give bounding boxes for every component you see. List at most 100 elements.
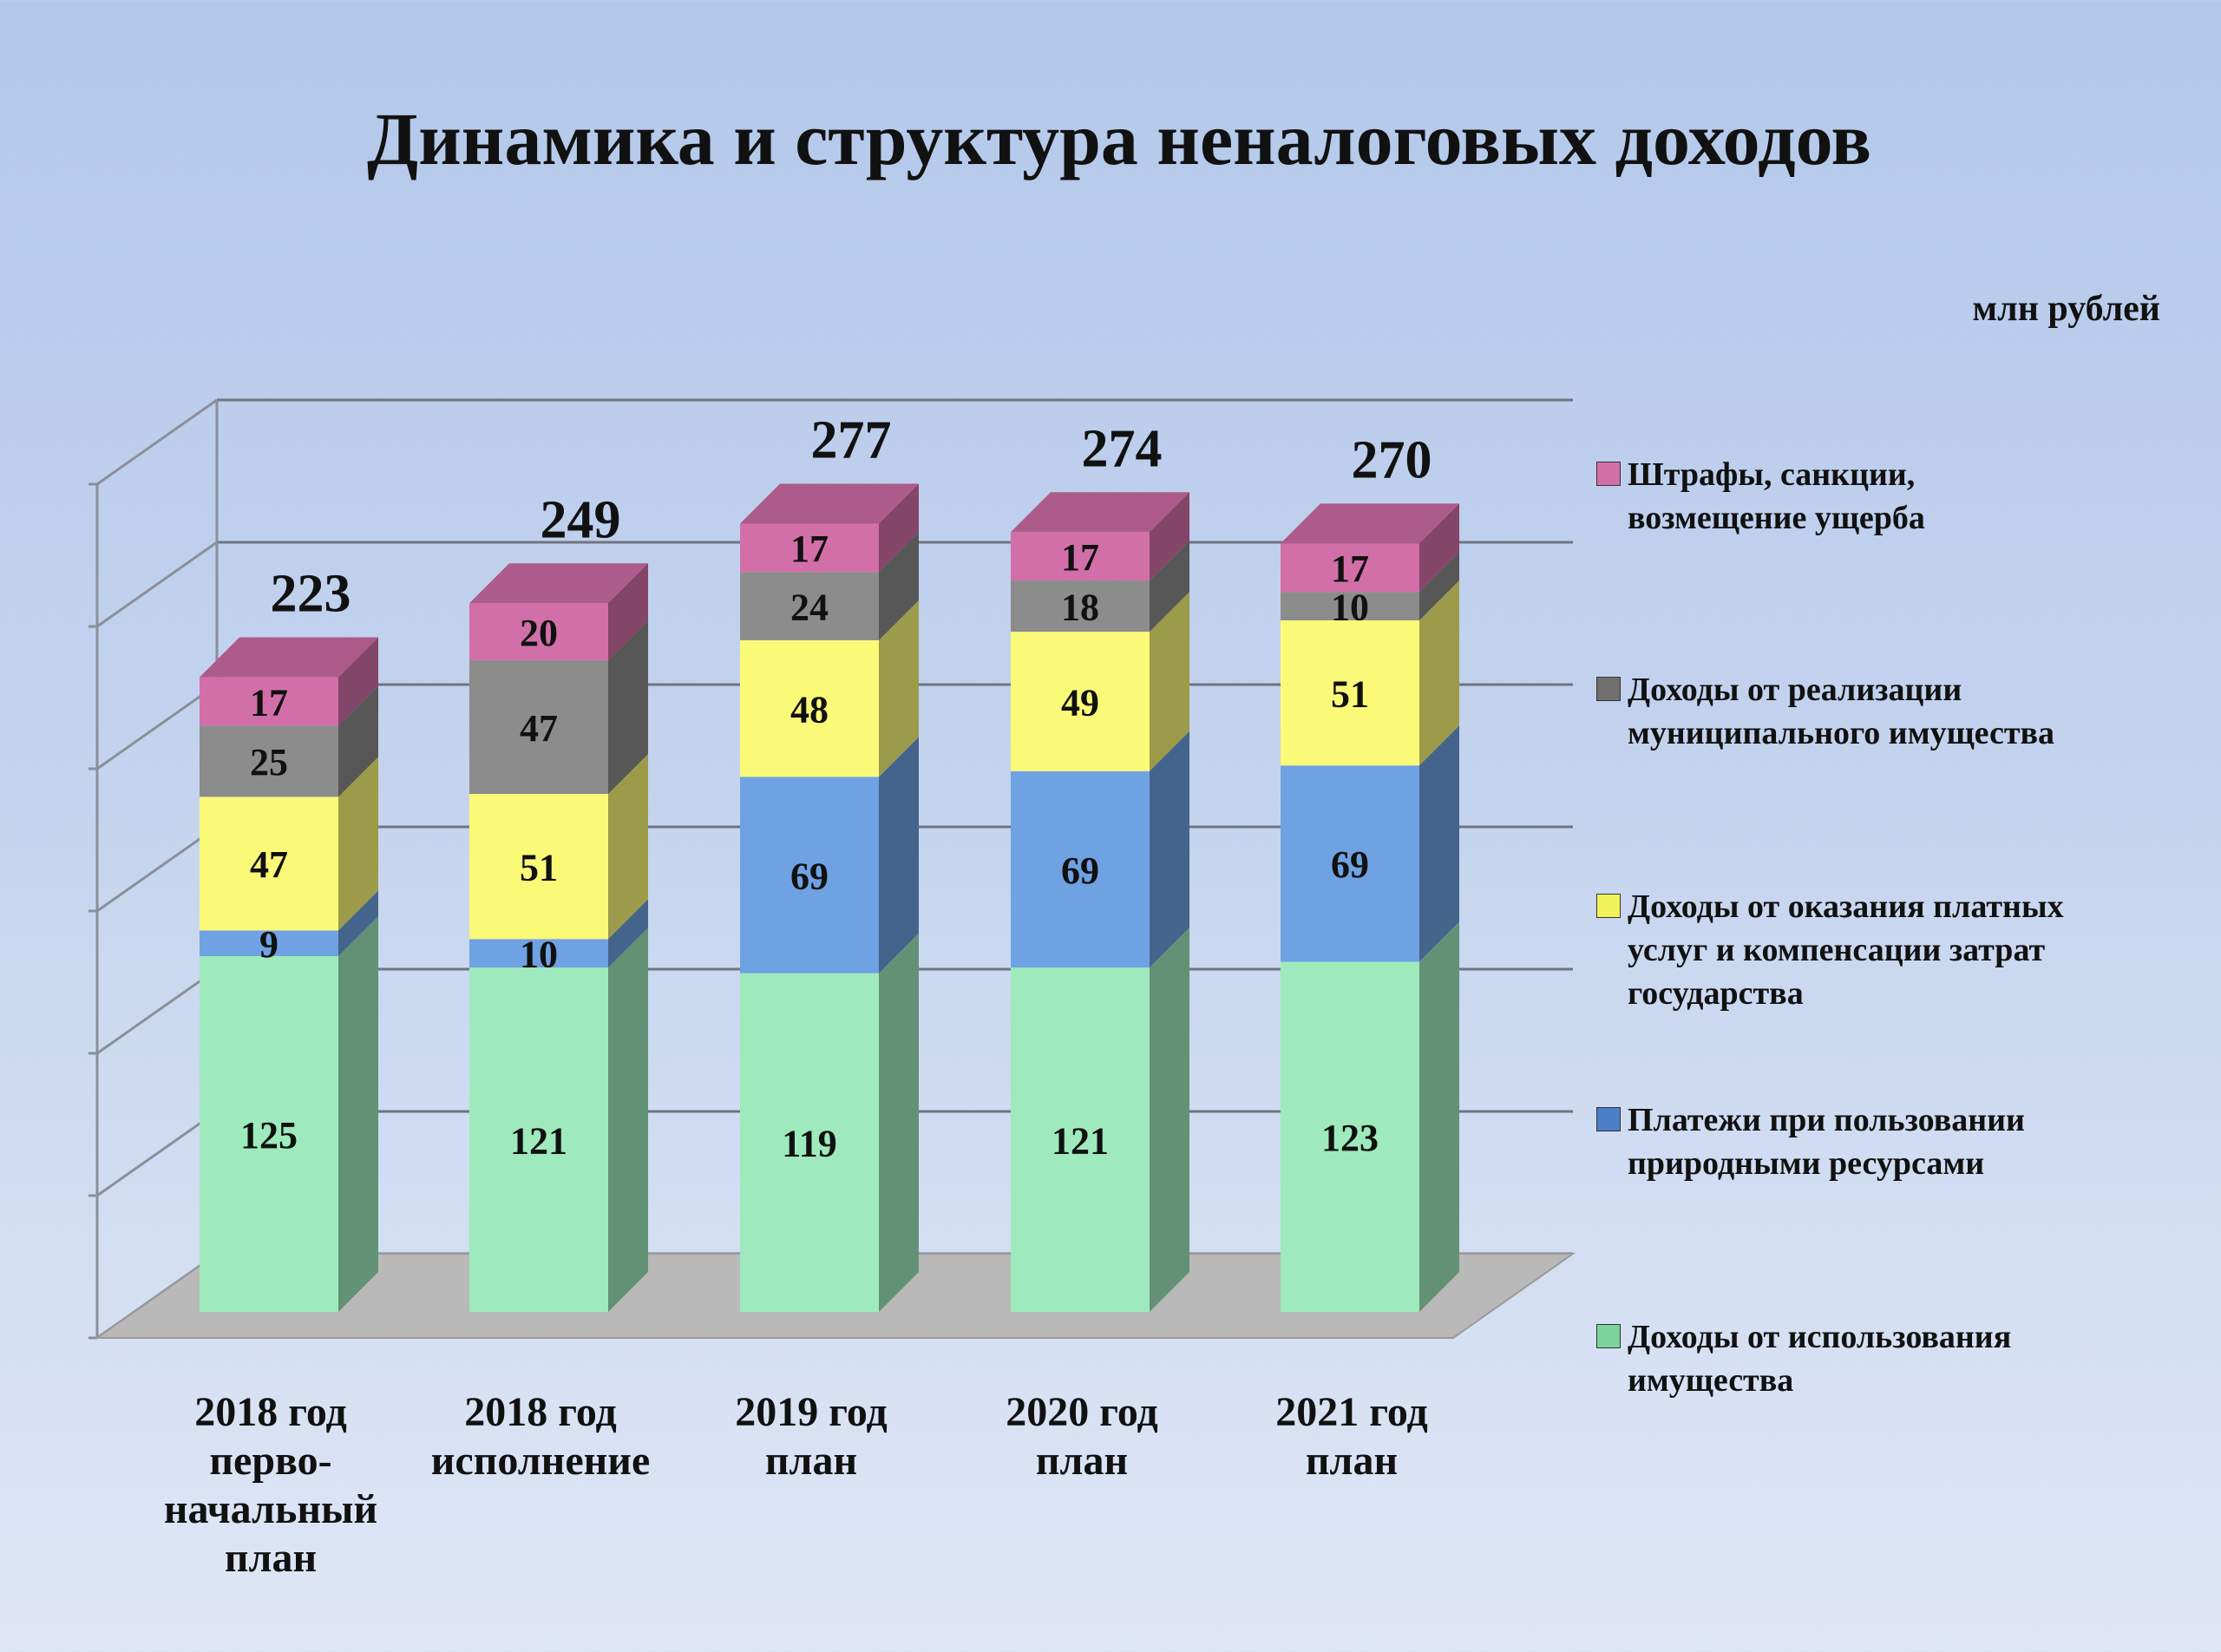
data-label: 10 [1331, 586, 1369, 628]
data-label: 24 [790, 586, 829, 628]
bar-segment-side [338, 685, 378, 797]
bar-segment-side [1419, 921, 1459, 1312]
bar-segment-side [608, 563, 648, 660]
legend-label-line: имущества [1628, 1362, 1794, 1399]
legend-swatch [1596, 462, 1621, 486]
bar-stack: 121 69 49 18 17 274 [1011, 419, 1189, 1312]
bar-segment-side [879, 600, 919, 777]
data-label: 47 [250, 843, 288, 886]
unit-label: млн рублей [1972, 289, 2160, 329]
bar-segment-side [879, 483, 919, 573]
legend-label: Доходы от оказания платных услуг и компен… [1628, 885, 2192, 1015]
data-label: 17 [790, 528, 829, 570]
legend-swatch [1596, 677, 1621, 701]
legend-label-line: возмещение ущерба [1628, 500, 1925, 536]
data-label: 125 [240, 1114, 298, 1157]
bar-segment-side [608, 620, 648, 795]
legend-label-line: природными ресурсами [1628, 1145, 1985, 1182]
bar-segment-side [1150, 592, 1189, 771]
bar-segment-side [608, 754, 648, 940]
bar-segment-side [1419, 503, 1459, 593]
data-label: 20 [520, 612, 558, 654]
bar-segment [469, 794, 608, 940]
data-label: 18 [1061, 586, 1099, 628]
legend-label-line: муниципального имущества [1628, 715, 2055, 751]
bar-segment [200, 677, 338, 726]
category-label-line: 2018 год [194, 1389, 347, 1435]
bar-segment-side [1419, 580, 1459, 766]
bar-top [1281, 503, 1459, 544]
bar-segment-side [879, 532, 919, 640]
data-label: 121 [1052, 1119, 1109, 1162]
legend-swatch [1596, 894, 1621, 918]
bar-segment [1281, 765, 1419, 962]
bar-segment [469, 939, 608, 968]
category-label-line: 2021 год [1275, 1389, 1428, 1435]
legend-label-line: Штрафы, санкции, [1628, 456, 1916, 493]
category-label-line: перво- [209, 1438, 332, 1484]
bar-segment [469, 659, 608, 795]
total-label: 274 [1082, 419, 1163, 478]
bar-segment [1011, 532, 1150, 581]
total-label: 270 [1352, 430, 1432, 489]
data-label: 121 [510, 1119, 567, 1162]
bar-segment [1011, 770, 1150, 968]
bar-segment [740, 523, 879, 573]
bar-segment [1011, 967, 1150, 1312]
gridline-side [96, 541, 218, 628]
bar-segment [740, 572, 879, 640]
bar-segment-side [338, 916, 378, 1312]
category-label: 2020 год план [934, 1388, 1229, 1485]
bar-segment-side [879, 737, 919, 974]
bar-stack: 121 10 51 47 20 249 [469, 490, 648, 1312]
bar-segment [200, 930, 338, 956]
legend-label: Доходы от использования имущества [1628, 1315, 2192, 1402]
bar-segment [740, 777, 879, 974]
legend-label: Штрафы, санкции, возмещение ущерба [1628, 453, 2192, 540]
bar-segment [1281, 592, 1419, 620]
bar-stack: 125 9 47 25 17 223 [200, 565, 378, 1312]
bar-segment [1011, 580, 1150, 633]
bar-segment [200, 956, 338, 1312]
total-label: 249 [541, 490, 621, 549]
category-label: 2019 год план [664, 1388, 959, 1485]
data-label: 49 [1061, 681, 1099, 724]
total-label: 223 [271, 565, 351, 624]
data-label: 69 [1061, 849, 1099, 892]
gridline-side [96, 683, 218, 770]
bar-segment-side [1150, 731, 1189, 968]
bar-segment [740, 639, 879, 777]
chart-title: Динамика и структура неналоговых доходов [367, 97, 1871, 180]
bar-segment-side [1419, 725, 1459, 962]
bar-segment [1281, 543, 1419, 593]
legend-label-line: Платежи при пользовании [1628, 1102, 2025, 1138]
bar-segment-side [338, 757, 378, 931]
bar-segment-side [1150, 492, 1189, 581]
legend-label-line: Доходы от оказания платных [1628, 888, 2064, 925]
bar-segment [1281, 620, 1419, 766]
data-label: 48 [790, 688, 829, 731]
gridline-side [96, 967, 218, 1055]
bar-top [469, 563, 648, 604]
bar-segment [1281, 961, 1419, 1312]
data-label: 123 [1321, 1117, 1379, 1159]
category-label-line: 2019 год [735, 1389, 888, 1435]
data-label: 51 [520, 847, 558, 889]
bar-segment [200, 796, 338, 931]
data-label: 17 [1061, 536, 1099, 579]
data-label: 25 [250, 741, 288, 783]
bar-segment [740, 973, 879, 1312]
bar-segment-side [879, 933, 919, 1312]
data-label: 69 [790, 855, 829, 897]
category-label-line: исполнение [430, 1438, 651, 1484]
legend-label-line: услуг и компенсации затрат [1628, 932, 2046, 968]
legend-label-line: государства [1628, 975, 1804, 1012]
category-label: 2018 год исполнение [393, 1388, 688, 1485]
gridline-side [96, 825, 218, 913]
legend-label-line: Доходы от реализации [1628, 672, 1962, 708]
gridline-side [96, 398, 218, 486]
bar-stack: 119 69 48 24 17 277 [740, 410, 919, 1312]
bar-segment [469, 967, 608, 1312]
